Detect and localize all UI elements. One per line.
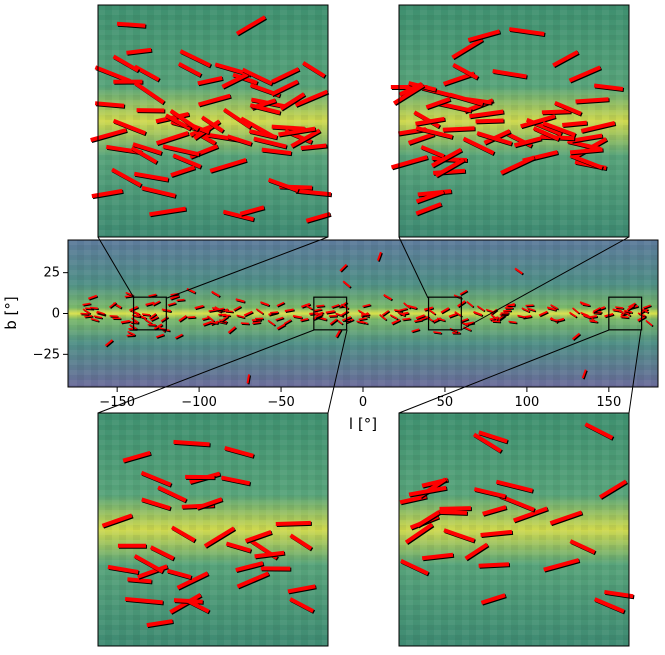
measured-segment <box>252 322 260 323</box>
measured-segment <box>526 305 534 306</box>
measured-segment <box>433 332 441 333</box>
measured-segment <box>142 314 150 315</box>
y-tick-label: −25 <box>33 347 60 362</box>
measured-segment <box>276 523 311 524</box>
x-tick-label: −100 <box>181 395 217 410</box>
measured-segment <box>177 300 185 301</box>
measured-segment <box>509 321 517 322</box>
measured-segment <box>440 508 471 509</box>
y-tick-label: 25 <box>43 266 60 281</box>
measured-segment <box>90 307 98 308</box>
measured-segment <box>620 317 628 318</box>
measured-segment <box>542 111 571 112</box>
measured-segment <box>187 317 195 318</box>
measured-segment <box>270 312 278 313</box>
measured-segment <box>272 127 305 129</box>
inset-bottom-right <box>399 413 634 646</box>
measured-segment <box>479 564 509 566</box>
x-tick-label: 100 <box>514 395 539 410</box>
x-axis-label: l [°] <box>349 415 377 433</box>
measured-segment <box>402 319 410 320</box>
measured-segment <box>507 305 515 306</box>
measured-segment <box>361 314 369 315</box>
measured-segment <box>476 120 504 121</box>
measured-segment <box>173 442 209 445</box>
measured-segment <box>503 310 511 311</box>
y-axis-label: b [°] <box>2 296 20 330</box>
measured-segment <box>225 311 233 312</box>
measured-segment <box>615 307 623 308</box>
measured-segment <box>576 99 609 101</box>
inset-top-right <box>391 5 629 237</box>
measured-segment <box>562 123 587 125</box>
measured-segment <box>492 321 500 322</box>
measured-segment <box>443 128 475 130</box>
y-axis: −25 0 25 <box>33 266 68 363</box>
y-tick-label: 0 <box>52 307 60 322</box>
measured-segment <box>84 316 92 317</box>
x-tick-label: 150 <box>596 395 621 410</box>
measured-segment <box>438 512 467 513</box>
x-tick-label: 0 <box>359 395 367 410</box>
measured-segment <box>301 145 327 148</box>
measured-segment <box>241 323 249 324</box>
measured-segment <box>95 103 124 105</box>
measured-segment <box>316 305 324 306</box>
inset-top-left <box>91 5 332 237</box>
measured-segment <box>589 321 597 322</box>
measured-segment <box>117 24 145 26</box>
inset-bottom-left <box>98 413 328 646</box>
x-tick-label: −50 <box>267 395 294 410</box>
x-tick-label: −150 <box>99 395 135 410</box>
